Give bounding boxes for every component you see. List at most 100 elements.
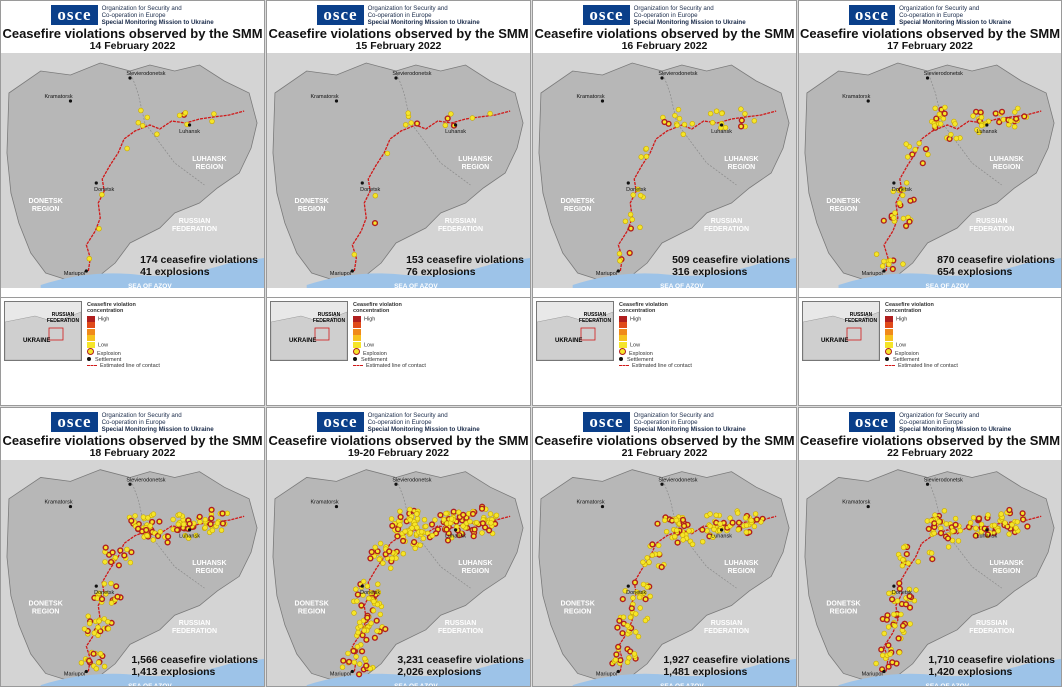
violation-marker: [371, 220, 379, 227]
violation-marker: [219, 520, 227, 527]
violation-marker: [469, 510, 477, 518]
violation-marker: [751, 523, 758, 530]
violation-marker: [900, 261, 906, 267]
violation-marker: [620, 614, 627, 620]
violation-marker: [636, 594, 643, 600]
inset-ukraine-label: UKRAINE: [821, 338, 848, 344]
violation-marker: [488, 520, 494, 526]
violation-marker: [85, 613, 91, 619]
violation-marker: [681, 121, 688, 128]
donetsk-label: Donetsk: [94, 590, 114, 596]
violation-marker: [96, 618, 102, 624]
violation-marker: [633, 611, 639, 617]
violation-marker: [661, 118, 668, 126]
violation-marker: [945, 544, 952, 550]
inset-map: RUSSIAN FEDERATION UKRAINE: [536, 301, 614, 361]
violation-marker: [101, 616, 108, 622]
violation-marker: [614, 624, 621, 631]
violation-marker: [700, 538, 706, 545]
violation-marker: [906, 586, 913, 593]
panel-title: Ceasefire violations observed by the SMM: [799, 26, 1061, 41]
violation-marker: [707, 511, 713, 517]
violation-marker: [626, 655, 632, 661]
violation-marker: [442, 122, 449, 129]
explosions-count: 1,420 explosions: [928, 666, 1013, 678]
violation-marker: [998, 108, 1006, 115]
violation-marker: [617, 657, 624, 664]
violation-counts: 1,710 ceasefire violations 1,420 explosi…: [928, 654, 1055, 678]
violation-marker: [486, 527, 493, 534]
violation-marker: [628, 605, 635, 612]
sea-of-azov-label: SEA OF AZOV: [128, 283, 172, 288]
settlement-marker: [350, 669, 354, 674]
luhansk-label: Luhansk: [711, 534, 732, 540]
violation-marker: [443, 510, 449, 517]
donetsk-region-label: DONETSK REGION: [29, 601, 63, 616]
russian-federation-label: RUSSIAN FEDERATION: [172, 218, 217, 233]
settlement-marker: [892, 181, 896, 185]
org-name: Organization for Security and Co-operatio…: [899, 4, 1012, 26]
violation-marker: [637, 192, 644, 199]
settlement-marker: [350, 269, 354, 273]
violation-marker: [887, 257, 894, 264]
org-name: Organization for Security and Co-operatio…: [101, 4, 214, 26]
violation-marker: [114, 593, 121, 600]
settlement-marker: [68, 504, 73, 509]
violation-marker: [367, 666, 373, 672]
violation-marker: [931, 530, 937, 537]
violation-marker: [460, 511, 467, 518]
conflict-map: Kramatorsk Sievierodonetsk Luhansk Donet…: [799, 460, 1061, 686]
violation-marker: [403, 122, 409, 128]
violation-marker: [124, 145, 130, 152]
violation-marker: [389, 555, 395, 562]
violation-marker: [1012, 123, 1018, 130]
legend-high: High: [619, 316, 699, 322]
violation-marker: [351, 610, 357, 616]
violation-marker: [638, 154, 644, 160]
violation-marker: [450, 508, 457, 515]
settlement-marker: [892, 584, 896, 588]
violation-marker: [97, 651, 104, 657]
violation-marker: [479, 520, 487, 527]
panel-title: Ceasefire violations observed by the SMM: [799, 433, 1061, 448]
violation-marker: [662, 517, 668, 523]
violation-marker: [900, 215, 907, 222]
sievierodonetsk-label: Sievierodonetsk: [392, 477, 431, 483]
violation-marker: [128, 549, 135, 556]
violation-marker: [164, 539, 171, 546]
violation-marker: [389, 522, 396, 529]
panel-header: osce Organization for Security and Co-ope…: [1, 408, 264, 460]
violation-marker: [374, 548, 381, 555]
violation-marker: [957, 527, 964, 534]
violation-marker: [397, 508, 403, 514]
violation-marker: [634, 589, 640, 595]
violation-marker: [916, 140, 922, 147]
violation-marker: [345, 658, 353, 665]
settlement-marker: [94, 584, 98, 588]
violation-marker: [972, 532, 979, 539]
violation-marker: [197, 519, 203, 525]
settlement-marker: [187, 123, 192, 127]
inset-ukraine-label: UKRAINE: [289, 338, 316, 344]
inset-russia-label: RUSSIAN FEDERATION: [47, 312, 80, 324]
violation-marker: [619, 630, 626, 637]
russian-federation-label: RUSSIAN FEDERATION: [969, 218, 1014, 233]
org-name: Organization for Security and Co-operatio…: [899, 411, 1012, 433]
violation-marker: [407, 530, 414, 536]
violation-marker: [414, 524, 420, 531]
map-area: Kramatorsk Sievierodonetsk Luhansk Donet…: [799, 53, 1061, 288]
violation-marker: [124, 546, 130, 553]
violation-counts: 153 ceasefire violations 76 explosions: [406, 254, 524, 278]
violations-count: 1,710 ceasefire violations: [928, 654, 1055, 666]
violation-marker: [371, 634, 379, 641]
violation-marker: [419, 529, 425, 535]
violation-marker: [630, 595, 636, 601]
violation-counts: 870 ceasefire violations 654 explosions: [937, 254, 1055, 278]
luhansk-region-label: LUHANSK REGION: [724, 156, 758, 171]
violation-marker: [735, 510, 741, 516]
violation-marker: [108, 600, 115, 606]
violation-marker: [121, 552, 128, 559]
violation-marker: [469, 115, 476, 121]
violation-marker: [627, 225, 635, 232]
violation-marker: [409, 525, 415, 531]
